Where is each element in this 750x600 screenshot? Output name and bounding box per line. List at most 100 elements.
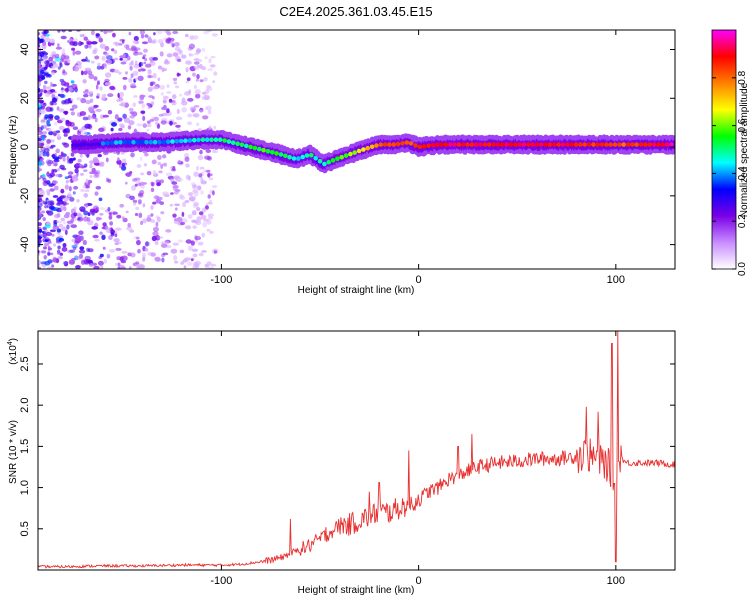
ridge-point <box>322 161 327 167</box>
noise-dot <box>200 180 207 185</box>
noise-dot <box>201 207 207 213</box>
noise-dot <box>44 224 51 229</box>
noise-dot <box>198 252 204 257</box>
ridge-point <box>578 142 583 147</box>
ridge-point <box>586 142 592 147</box>
noise-dot <box>70 218 74 223</box>
noise-dot <box>38 141 41 147</box>
noise-dot <box>144 241 149 247</box>
colorbar-tick-label: 0.6 <box>737 118 748 132</box>
noise-dot <box>120 61 127 65</box>
noise-dot <box>107 93 114 97</box>
noise-dot <box>62 243 67 248</box>
noise-dot <box>94 117 98 123</box>
noise-dot <box>138 212 143 218</box>
noise-dot <box>49 107 54 112</box>
noise-dot <box>196 216 202 222</box>
noise-dot <box>125 71 128 75</box>
ridge-point <box>343 153 349 158</box>
noise-dot <box>133 63 140 69</box>
noise-dot <box>198 173 203 178</box>
noise-dot <box>208 177 214 181</box>
noise-dot <box>84 163 88 168</box>
noise-dot <box>118 71 122 75</box>
colorbar-gradient <box>712 30 736 269</box>
noise-dot <box>42 177 47 182</box>
noise-dot <box>43 148 50 153</box>
ridge-point <box>183 138 188 143</box>
noise-dot <box>56 228 62 233</box>
noise-dot <box>206 105 212 111</box>
ridge-point <box>100 141 106 146</box>
y-tick-label: 2.5 <box>19 356 31 371</box>
noise-dot <box>155 199 162 204</box>
noise-dot <box>47 162 52 167</box>
noise-dot <box>165 229 172 233</box>
noise-dot <box>77 112 80 117</box>
noise-dot <box>186 77 191 82</box>
noise-dot <box>124 181 128 185</box>
noise-dot <box>181 107 188 113</box>
noise-dot <box>208 58 212 64</box>
noise-dot <box>85 185 90 189</box>
noise-dot <box>134 212 139 217</box>
noise-dot <box>147 214 151 219</box>
noise-dot <box>57 66 61 70</box>
noise-dot <box>40 110 46 114</box>
noise-dot <box>47 113 54 119</box>
ridge-point <box>382 142 388 147</box>
noise-dot <box>144 57 148 62</box>
noise-dot <box>177 217 183 223</box>
noise-dot <box>97 62 101 66</box>
ridge-point <box>595 142 600 147</box>
ridge-point <box>408 141 414 146</box>
noise-dot <box>94 191 99 196</box>
noise-dot <box>49 188 55 192</box>
noise-dot <box>96 81 100 86</box>
noise-dot <box>166 244 172 249</box>
ridge-point <box>139 139 145 145</box>
noise-dot <box>65 87 69 93</box>
noise-dot <box>64 184 69 190</box>
noise-dot <box>62 156 66 162</box>
noise-dot <box>84 44 89 49</box>
noise-dot <box>52 169 58 173</box>
noise-dot <box>162 99 167 104</box>
noise-dot <box>38 212 42 218</box>
noise-dot <box>106 253 111 259</box>
noise-dot <box>48 56 54 62</box>
ridge-point <box>508 142 514 147</box>
noise-dot <box>101 56 106 61</box>
ridge-point <box>638 142 644 147</box>
ridge-point <box>417 144 423 150</box>
noise-dot <box>100 95 106 101</box>
noise-dot <box>129 115 135 119</box>
noise-dot <box>57 167 60 172</box>
noise-dot <box>48 241 53 244</box>
noise-dot <box>158 113 164 117</box>
noise-dot <box>114 41 119 47</box>
noise-dot <box>52 195 59 198</box>
noise-dot <box>174 42 180 47</box>
noise-dot <box>87 70 93 75</box>
noise-dot <box>38 44 41 48</box>
y-tick-label: 2.0 <box>19 398 31 413</box>
noise-dot <box>73 67 79 72</box>
ridge-point <box>270 150 275 155</box>
ridge-point <box>126 139 132 145</box>
noise-dot <box>95 108 102 112</box>
noise-dot <box>97 154 102 158</box>
noise-dot <box>68 259 76 265</box>
noise-dot <box>137 192 143 197</box>
noise-dot <box>57 256 63 260</box>
noise-dot <box>138 182 142 187</box>
noise-dot <box>128 31 132 36</box>
ridge-point <box>118 140 123 145</box>
noise-dot <box>38 130 44 136</box>
noise-dot <box>136 164 142 168</box>
noise-dot <box>157 39 164 44</box>
ridge-point <box>400 141 405 146</box>
noise-dot <box>99 253 104 258</box>
noise-dot <box>64 60 68 66</box>
y-tick-label: 0.5 <box>19 521 31 536</box>
